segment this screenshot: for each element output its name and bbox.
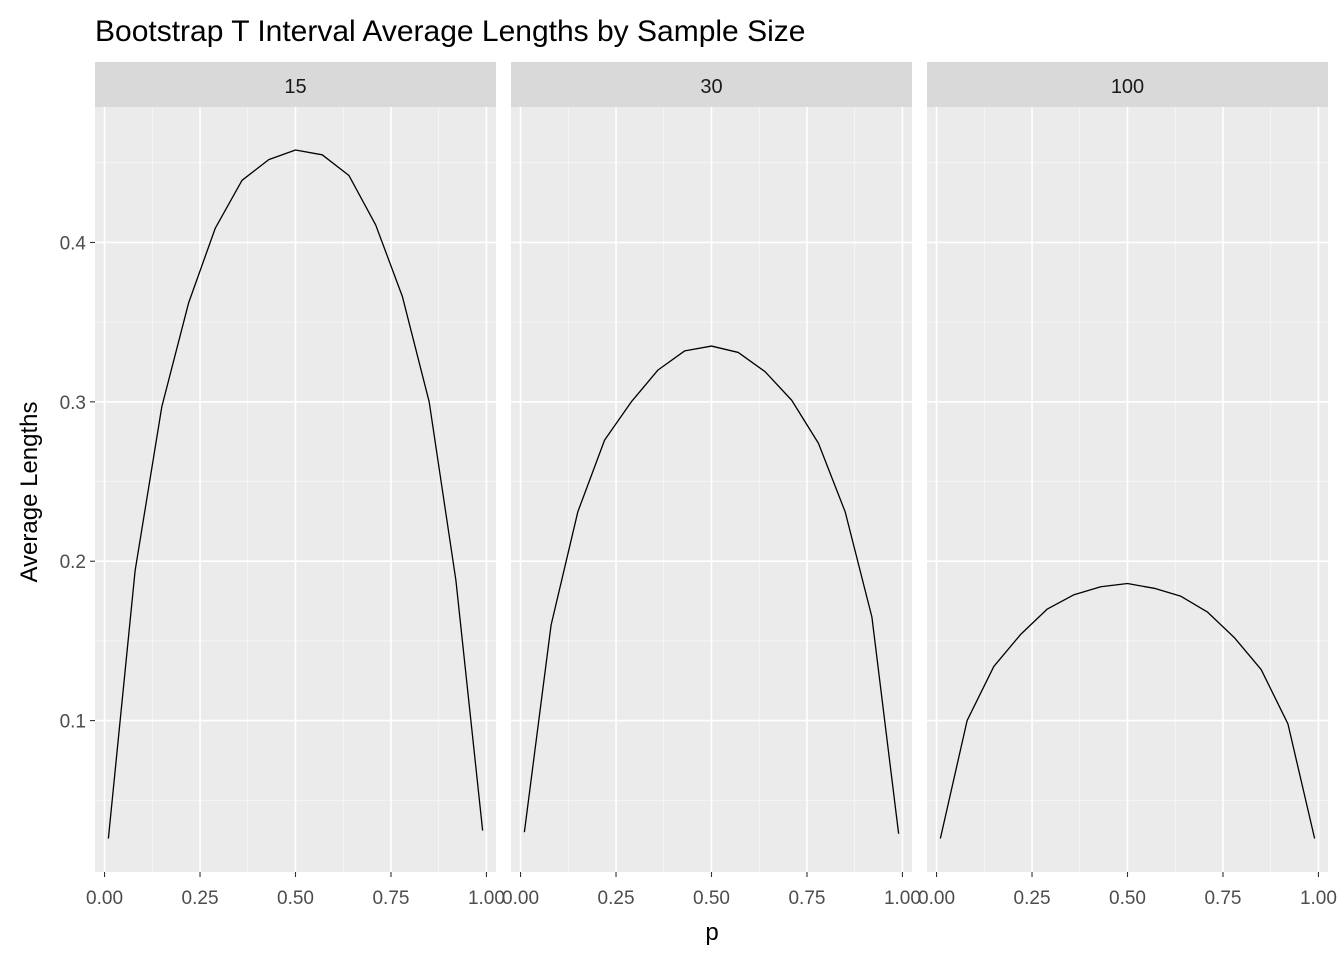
x-tick-label: 1.00 [884, 888, 921, 909]
x-tick-label: 0.25 [598, 888, 635, 909]
facet-panel-30: 30 0.00 0.25 0.50 0.75 1.00 [502, 62, 921, 909]
y-tick-label: 0.3 [60, 393, 86, 414]
facet-strip [927, 62, 1328, 107]
x-tick-label: 0.50 [1109, 888, 1146, 909]
facet-strip-label: 30 [700, 76, 722, 98]
facet-strip-label: 100 [1111, 76, 1144, 98]
y-axis: 0.1 0.2 0.3 0.4 [60, 233, 95, 733]
facet-panel-15: 15 0.00 0.25 0.50 0.75 1.00 [86, 62, 505, 909]
y-tick-label: 0.4 [60, 233, 87, 254]
x-tick-label: 0.25 [182, 888, 219, 909]
chart-title: Bootstrap T Interval Average Lengths by … [95, 15, 805, 48]
x-tick-label: 1.00 [1300, 888, 1337, 909]
y-axis-title: Average Lengths [16, 401, 43, 582]
x-axis-title: p [705, 919, 718, 946]
x-tick-label: 0.75 [372, 888, 409, 909]
x-tick-label: 0.50 [693, 888, 730, 909]
x-tick-label: 0.00 [502, 888, 539, 909]
x-tick-label: 0.75 [1204, 888, 1241, 909]
series-line-30 [523, 345, 900, 834]
facet-strip [95, 62, 496, 107]
series-line-15 [107, 149, 484, 839]
x-tick-label: 0.00 [918, 888, 955, 909]
series-line-100 [939, 582, 1316, 839]
x-tick-label: 0.25 [1014, 888, 1051, 909]
facet-panels: 15 0.00 0.25 0.50 0.75 1.00 30 0.00 0.25 0.50 0.75… [86, 62, 1337, 909]
x-tick-label: 0.75 [788, 888, 825, 909]
y-tick-label: 0.1 [60, 712, 86, 733]
facet-strip-label: 15 [284, 76, 306, 98]
facet-strip [511, 62, 912, 107]
x-tick-label: 0.50 [277, 888, 314, 909]
y-tick-label: 0.2 [60, 552, 86, 573]
x-tick-label: 1.00 [468, 888, 505, 909]
x-tick-label: 0.00 [86, 888, 123, 909]
facet-panel-100: 100 0.00 0.25 0.50 0.75 1.00 [918, 62, 1337, 909]
